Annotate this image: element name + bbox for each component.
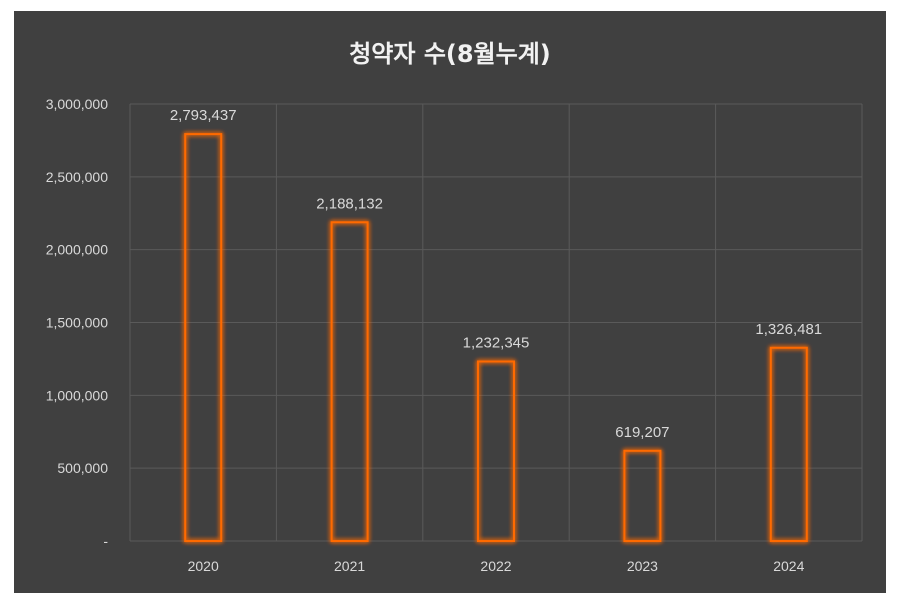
chart-area (14, 11, 886, 593)
bar-2024 (769, 346, 808, 542)
x-tick-label: 2024 (773, 558, 804, 574)
x-tick-label: 2020 (188, 558, 219, 574)
y-tick-label: - (103, 533, 108, 549)
chart-title: 청약자 수(8월누계) (349, 40, 551, 68)
x-tick-label: 2022 (480, 558, 511, 574)
y-tick-label: 1,000,000 (46, 387, 108, 403)
data-label: 619,207 (615, 424, 669, 441)
x-tick-label: 2021 (334, 558, 365, 574)
y-tick-label: 500,000 (57, 460, 108, 476)
data-label: 2,793,437 (170, 107, 237, 124)
data-label: 2,188,132 (316, 195, 383, 212)
bars (184, 133, 808, 543)
y-tick-label: 2,000,000 (46, 242, 108, 258)
y-tick-label: 3,000,000 (46, 96, 108, 112)
y-tick-label: 2,500,000 (46, 169, 108, 185)
bar-2023 (623, 449, 662, 543)
data-labels: 2,793,437 2,188,132 1,232,345 619,207 1,326,… (170, 107, 822, 441)
bar-2022 (477, 360, 515, 542)
x-tick-label: 2023 (627, 558, 658, 574)
x-axis: 2020 2021 2022 2023 2024 (188, 558, 805, 574)
bar-2021 (330, 221, 369, 542)
grid-lines (129, 103, 863, 542)
y-axis: - 500,000 1,000,000 1,500,000 2,000,000 2,500… (46, 96, 109, 549)
data-label: 1,232,345 (463, 334, 530, 351)
data-label: 1,326,481 (755, 321, 822, 338)
y-tick-label: 1,500,000 (46, 315, 108, 331)
bar-2020 (184, 133, 223, 542)
